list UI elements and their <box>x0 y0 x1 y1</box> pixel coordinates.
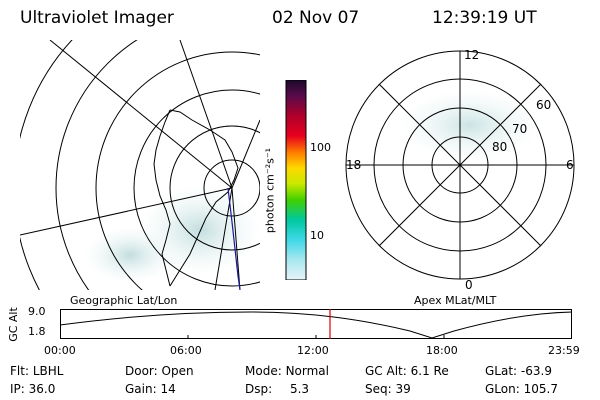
latitude-grid <box>20 40 260 290</box>
altitude-curve <box>60 311 572 339</box>
auroral-emission-polar <box>400 90 540 160</box>
apex-panel-label: Apex MLat/MLT <box>414 294 497 307</box>
altitude-strip <box>60 309 572 339</box>
geographic-panel-label: Geographic Lat/Lon <box>70 294 178 307</box>
time-tick-2359: 23:59 <box>548 344 580 357</box>
geographic-map <box>20 40 260 290</box>
time-tick-0000: 00:00 <box>44 344 76 357</box>
info-ip: IP: 36.0 <box>10 382 56 396</box>
info-gc-alt: GC Alt: 6.1 Re <box>365 364 449 378</box>
observation-time: 12:39:19 UT <box>432 8 537 28</box>
time-tick-1200: 12:00 <box>297 344 329 357</box>
polar-plot: 12 18 6 0 60 70 80 <box>345 48 575 290</box>
mlt-label-18: 18 <box>346 158 361 172</box>
mlt-label-12: 12 <box>464 48 479 62</box>
info-mode: Mode: Normal <box>245 364 329 378</box>
instrument-title: Ultraviolet Imager <box>20 8 174 28</box>
altitude-ytick-low: 1.8 <box>28 325 46 338</box>
intensity-colorbar <box>285 80 307 280</box>
info-flt: Flt: LBHL <box>10 364 64 378</box>
info-glat: GLat: -63.9 <box>485 364 552 378</box>
colorbar-unit-label: photon cm⁻²s⁻¹ <box>263 147 277 234</box>
satellite-track <box>227 187 241 290</box>
mlt-label-0: 0 <box>465 278 473 290</box>
info-gain: Gain: 14 <box>125 382 176 396</box>
lat-label-70: 70 <box>512 122 527 136</box>
altitude-ytick-high: 9.0 <box>28 305 46 318</box>
colorbar-tick-100: 100 <box>310 141 331 154</box>
colorbar-tick-10: 10 <box>310 229 324 242</box>
altitude-ylabel: GC Alt <box>6 307 20 342</box>
info-dsp: Dsp: 5.3 <box>245 382 310 396</box>
time-tick-0600: 06:00 <box>170 344 202 357</box>
info-seq: Seq: 39 <box>365 382 411 396</box>
lat-label-80: 80 <box>492 140 507 154</box>
time-tick-1800: 18:00 <box>426 344 458 357</box>
info-door: Door: Open <box>125 364 194 378</box>
mlt-label-6: 6 <box>566 158 574 172</box>
longitude-grid <box>20 40 260 290</box>
info-glon: GLon: 105.7 <box>485 382 558 396</box>
lat-label-60: 60 <box>536 98 551 112</box>
observation-date: 02 Nov 07 <box>272 8 360 28</box>
coastline <box>153 109 239 287</box>
